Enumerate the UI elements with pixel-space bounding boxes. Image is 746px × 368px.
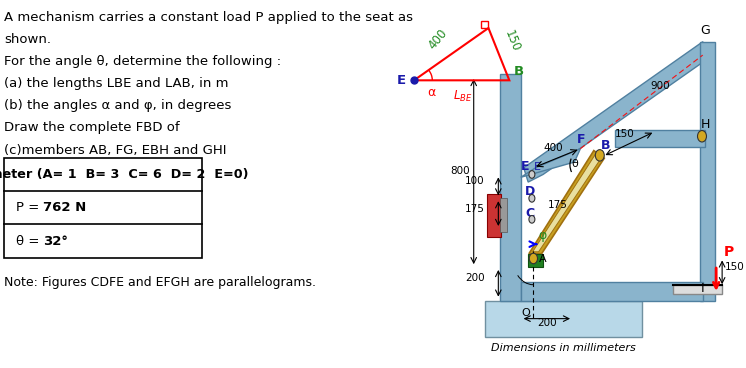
Circle shape bbox=[529, 216, 535, 223]
Text: F: F bbox=[577, 133, 585, 146]
Text: shown.: shown. bbox=[4, 33, 51, 46]
Text: For the angle θ, determine the following :: For the angle θ, determine the following… bbox=[4, 55, 281, 68]
Text: 150: 150 bbox=[725, 262, 745, 272]
Text: Note: Figures CDFE and EFGH are parallelograms.: Note: Figures CDFE and EFGH are parallel… bbox=[4, 276, 316, 289]
Text: φ: φ bbox=[539, 229, 547, 243]
Polygon shape bbox=[700, 42, 715, 301]
Text: Parameter (A= 1  B= 3  C= 6  D= 2  E=0): Parameter (A= 1 B= 3 C= 6 D= 2 E=0) bbox=[0, 168, 248, 181]
Bar bbox=[500, 198, 507, 232]
Circle shape bbox=[595, 150, 604, 161]
Polygon shape bbox=[673, 285, 722, 294]
Polygon shape bbox=[521, 282, 703, 301]
Text: $L_{BE}$: $L_{BE}$ bbox=[453, 89, 472, 104]
Text: 175: 175 bbox=[548, 200, 568, 210]
Text: A: A bbox=[539, 254, 547, 264]
Text: (b) the angles α and φ, in degrees: (b) the angles α and φ, in degrees bbox=[4, 99, 231, 112]
Text: E: E bbox=[396, 74, 406, 87]
Text: I: I bbox=[700, 282, 704, 295]
Text: O: O bbox=[521, 308, 530, 318]
Text: (a) the lengths LBE and LAB, in m: (a) the lengths LBE and LAB, in m bbox=[4, 77, 228, 90]
Polygon shape bbox=[529, 151, 604, 254]
Text: Dimensions in millimeters: Dimensions in millimeters bbox=[491, 343, 636, 353]
Text: D: D bbox=[525, 185, 536, 198]
Text: A mechanism carries a constant load P applied to the seat as: A mechanism carries a constant load P ap… bbox=[4, 11, 413, 24]
Circle shape bbox=[529, 171, 535, 178]
Text: θ =: θ = bbox=[16, 234, 43, 248]
Polygon shape bbox=[485, 301, 642, 337]
Text: G: G bbox=[700, 24, 710, 37]
Polygon shape bbox=[615, 130, 705, 147]
Text: θ: θ bbox=[571, 159, 578, 169]
Text: 800: 800 bbox=[451, 166, 470, 176]
Text: 200: 200 bbox=[537, 318, 557, 328]
Text: 400: 400 bbox=[544, 142, 563, 153]
Text: 32°: 32° bbox=[43, 234, 69, 248]
Text: H: H bbox=[700, 118, 710, 131]
Bar bbox=[487, 194, 501, 237]
Polygon shape bbox=[533, 155, 600, 252]
Polygon shape bbox=[521, 149, 580, 177]
Polygon shape bbox=[528, 254, 543, 267]
Polygon shape bbox=[524, 42, 710, 182]
Text: E: E bbox=[521, 160, 529, 173]
Text: 100: 100 bbox=[466, 176, 485, 186]
Text: E: E bbox=[534, 162, 541, 172]
Circle shape bbox=[529, 195, 535, 202]
Circle shape bbox=[698, 131, 706, 142]
Text: 175: 175 bbox=[465, 204, 485, 214]
Text: 762 N: 762 N bbox=[43, 201, 87, 215]
Text: B: B bbox=[513, 66, 524, 78]
Circle shape bbox=[530, 253, 537, 264]
Polygon shape bbox=[500, 74, 521, 301]
Text: 150: 150 bbox=[502, 28, 522, 53]
Text: B: B bbox=[601, 139, 610, 152]
FancyBboxPatch shape bbox=[4, 158, 201, 258]
Text: C: C bbox=[525, 208, 534, 220]
Text: 150: 150 bbox=[615, 129, 635, 139]
Text: 900: 900 bbox=[651, 81, 670, 91]
Text: P: P bbox=[724, 245, 734, 259]
Text: Draw the complete FBD of: Draw the complete FBD of bbox=[4, 121, 180, 134]
Text: 200: 200 bbox=[466, 273, 485, 283]
Text: P =: P = bbox=[16, 201, 43, 215]
Text: α: α bbox=[427, 86, 436, 99]
Text: 400: 400 bbox=[426, 27, 451, 52]
Text: (c)members AB, FG, EBH and GHI: (c)members AB, FG, EBH and GHI bbox=[4, 144, 227, 156]
